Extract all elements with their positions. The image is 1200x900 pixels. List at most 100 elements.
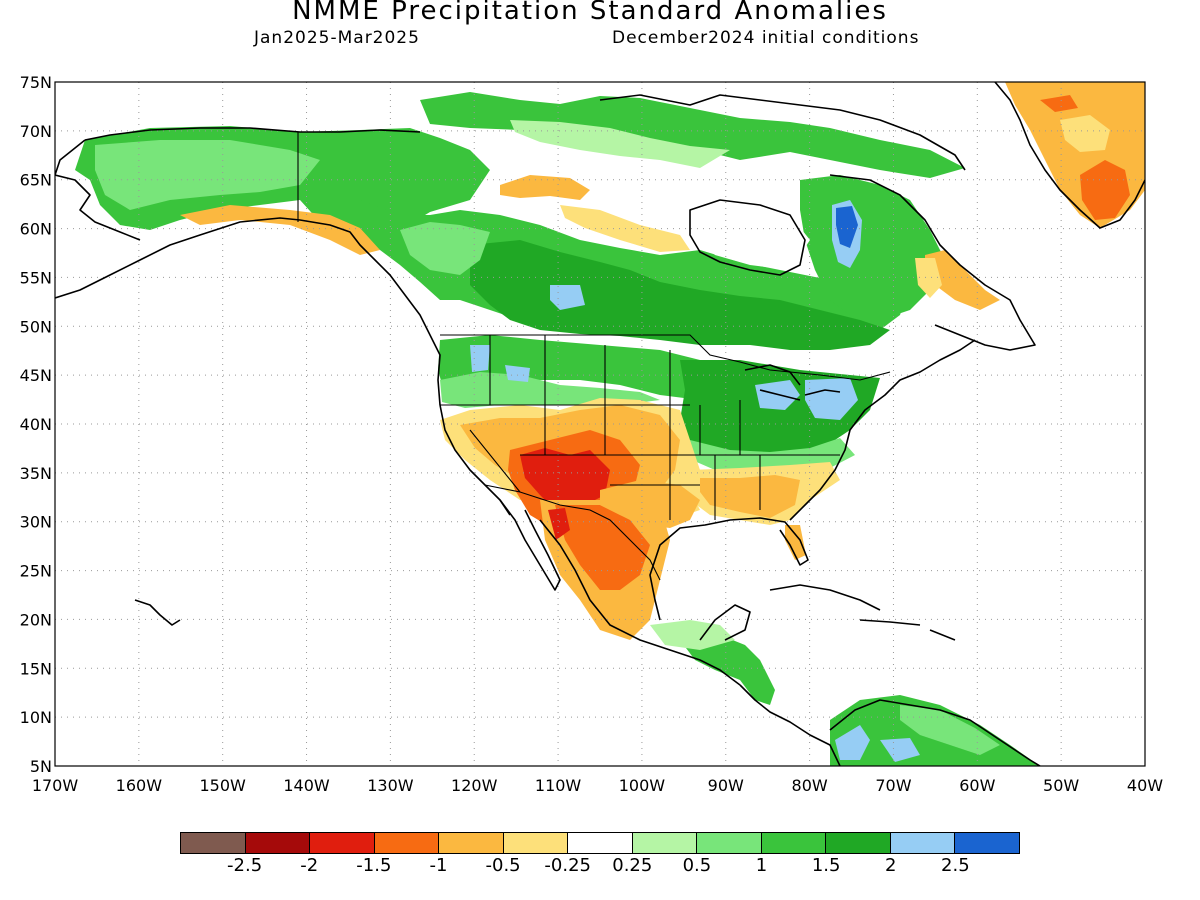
anomaly-greenland-deeporange2 — [1040, 95, 1078, 112]
lon-label: 160W — [116, 776, 163, 795]
colorbar-swatch — [632, 833, 698, 853]
lat-label: 15N — [20, 659, 52, 678]
lat-label: 65N — [20, 171, 52, 190]
anomaly-alaska-light — [95, 140, 320, 210]
colorbar — [180, 832, 1020, 854]
lon-label: 60W — [959, 776, 995, 795]
border-us-canada — [440, 334, 891, 381]
colorbar-swatch — [890, 833, 956, 853]
anomaly-se-orange — [700, 475, 800, 518]
coast-central-america — [739, 684, 841, 766]
colorbar-swatch — [374, 833, 440, 853]
colorbar-swatch — [955, 833, 1019, 853]
coast-gulf — [649, 517, 809, 621]
colorbar-tick-label: -1.5 — [356, 855, 392, 876]
coast-east-us — [789, 339, 976, 521]
lon-label: 130W — [367, 776, 414, 795]
colorbar-tick-label: 2.5 — [941, 855, 970, 876]
anomaly-arctic-light — [510, 120, 730, 168]
colorbar-swatch — [761, 833, 827, 853]
lat-label: 50N — [20, 317, 52, 336]
anomaly-ne-blue — [805, 378, 858, 420]
anomaly-arctic-green — [420, 92, 965, 178]
coast-mexico-west — [539, 519, 741, 686]
coast-yucatan — [699, 604, 751, 641]
anomaly-centralamerica-light — [650, 620, 735, 650]
anomaly-alaska-orange — [180, 205, 380, 255]
forecast-period: Jan2025-Mar2025 — [254, 28, 420, 48]
anomaly-florida-orange — [785, 525, 806, 560]
coast-greatlakes — [744, 364, 841, 401]
lat-label: 45N — [20, 366, 52, 385]
anomaly-mexico-red — [548, 508, 570, 540]
anomaly-prairie-blue — [550, 285, 585, 310]
anomaly-labrador-yellow — [915, 258, 942, 298]
coast-alaska-west — [55, 139, 141, 241]
anomaly-hudson-white — [690, 195, 810, 270]
lat-label: 60N — [20, 220, 52, 239]
lat-label: 75N — [20, 73, 52, 92]
map-frame — [54, 81, 1146, 767]
coast-hawaii — [134, 599, 181, 626]
precipitation-anomaly-map: 170W 160W 150W 140W 130W 120W 110W 100W 90W 80W 70… — [20, 73, 1164, 795]
colorbar-swatch — [826, 833, 891, 853]
colorbar-tick-label: 1.5 — [811, 855, 841, 876]
colorbar-tick-label: 0.5 — [682, 855, 712, 876]
anomaly-texas-orange — [600, 480, 700, 528]
lon-label: 110W — [535, 776, 582, 795]
colorbar-swatch — [697, 833, 762, 853]
anomaly-labrador-orange — [925, 250, 1000, 310]
lat-label: 35N — [20, 464, 52, 483]
colorbar-tick-label: -2 — [300, 855, 319, 876]
anomaly-canada-light — [400, 222, 490, 275]
colorbar-tick-label: -2.5 — [227, 855, 263, 876]
colorbar-tick-label: -1 — [429, 855, 448, 876]
lon-label: 90W — [708, 776, 744, 795]
lon-label: 150W — [200, 776, 247, 795]
political-borders — [297, 132, 891, 581]
lon-label: 40W — [1127, 776, 1163, 795]
colorbar-tick-label: -0.5 — [485, 855, 521, 876]
latitude-labels: 75N 70N 65N 60N 55N 50N 45N 40N 35N 30N 25N 20N 15N 1… — [20, 73, 52, 776]
colorbar-swatch — [181, 833, 246, 853]
lat-label: 25N — [20, 562, 52, 581]
lat-label: 5N — [30, 757, 52, 776]
lon-label: 170W — [32, 776, 79, 795]
colorbar-swatch — [310, 833, 375, 853]
coast-arctic-islands — [599, 94, 966, 171]
colorbar-tick-label: 1 — [755, 855, 768, 876]
anomaly-greenland-deeporange — [1080, 160, 1130, 220]
colorbar-tick-label: -0.25 — [544, 855, 591, 876]
coast-labrador — [829, 174, 1036, 351]
anomaly-mt-blue — [505, 365, 530, 382]
anomaly-canada-darkgreen — [470, 240, 890, 350]
anomaly-southamerica-blue — [835, 725, 870, 760]
anomaly-quebec-darkblue — [836, 206, 858, 248]
colorbar-tick-label: 2 — [885, 855, 897, 876]
lon-label: 100W — [619, 776, 666, 795]
anomaly-centralamerica-green — [680, 635, 775, 705]
anomaly-southamerica-blue2 — [880, 738, 920, 762]
colorbar-swatch — [245, 833, 311, 853]
coast-alaska — [55, 217, 441, 406]
coastlines — [55, 82, 1145, 766]
coast-south-america — [829, 699, 1041, 766]
lat-label: 10N — [20, 708, 52, 727]
lat-label: 40N — [20, 415, 52, 434]
coast-greenland — [994, 82, 1145, 229]
colorbar-swatch — [568, 833, 633, 853]
colorbar-swatch — [503, 833, 569, 853]
lat-label: 30N — [20, 513, 52, 532]
lon-label: 140W — [283, 776, 330, 795]
border-us-mexico — [484, 484, 661, 581]
colorbar-swatch — [439, 833, 504, 853]
lon-label: 120W — [451, 776, 498, 795]
anomaly-greenland-yellow — [1060, 115, 1110, 152]
anomaly-mexico-deeporange — [555, 505, 650, 590]
lat-label: 55N — [20, 268, 52, 287]
coast-baja — [499, 499, 561, 591]
coast-alaska-north — [84, 127, 421, 141]
longitude-labels: 170W 160W 150W 140W 130W 120W 110W 100W 90W 80W 70… — [32, 776, 1163, 795]
coast-hudson-bay — [689, 199, 806, 276]
anomaly-fields — [75, 82, 1145, 766]
